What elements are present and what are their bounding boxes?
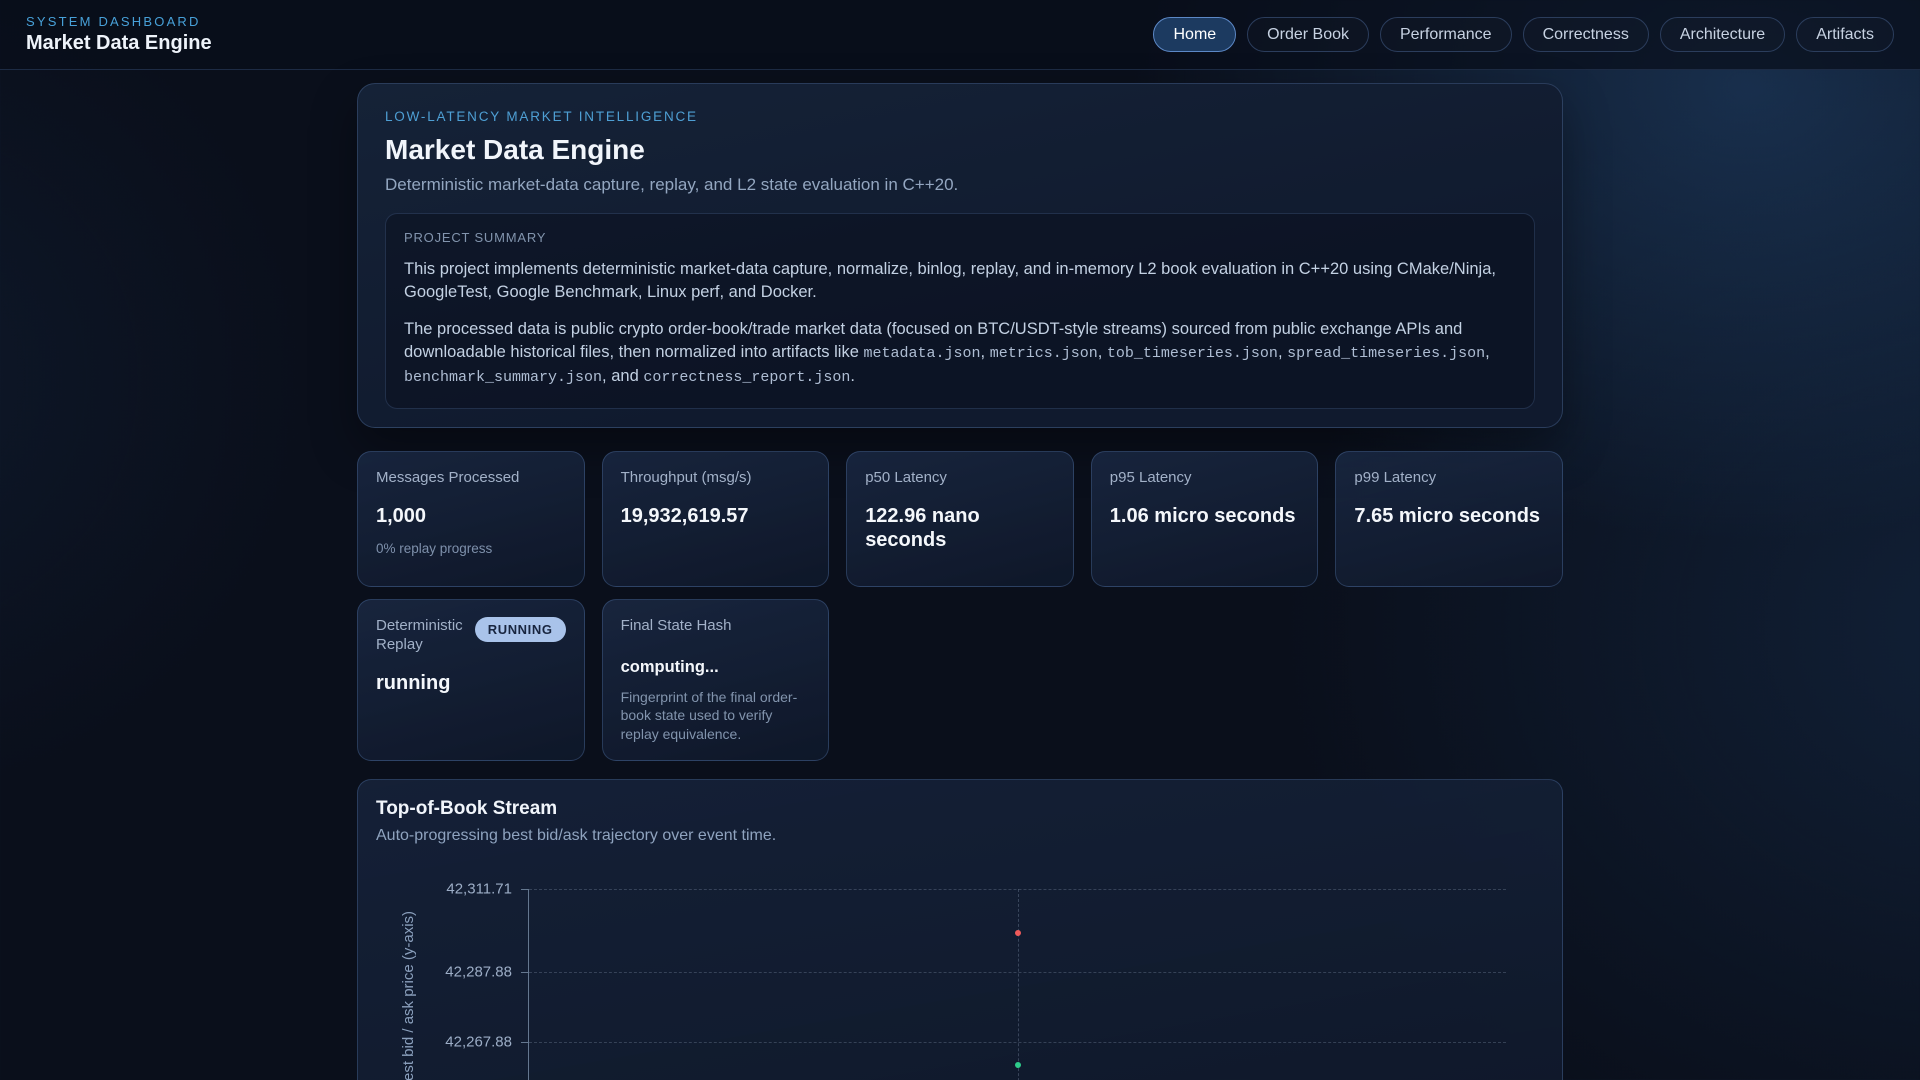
stats-row-2: Deterministic Replay RUNNING running Fin… xyxy=(357,599,1563,762)
page-title: Market Data Engine xyxy=(385,134,645,165)
stat-label: Deterministic Replay xyxy=(376,617,463,653)
summary-text: The processed data is public crypto orde… xyxy=(404,319,1463,362)
y-tick-label: 42,311.71 xyxy=(446,880,512,898)
stat-card-deterministic-replay: Deterministic Replay RUNNING running xyxy=(357,599,585,762)
main-content: LOW-LATENCY MARKET INTELLIGENCE Market D… xyxy=(357,83,1563,1080)
summary-text: , xyxy=(980,343,990,362)
brand: SYSTEM DASHBOARD Market Data Engine xyxy=(26,14,212,55)
stat-card-p95-latency: p95 Latency 1.06 micro seconds xyxy=(1090,451,1319,588)
stat-value: 1,000 xyxy=(376,504,427,527)
brand-eyebrow: SYSTEM DASHBOARD xyxy=(26,14,201,29)
y-tick-mark xyxy=(521,1041,529,1043)
y-tick-label: 42,287.88 xyxy=(445,963,512,981)
stat-card-p99-latency: p99 Latency 7.65 micro seconds xyxy=(1335,451,1563,588)
stat-description: Fingerprint of the final order-book stat… xyxy=(620,688,798,742)
summary-text: . xyxy=(850,366,855,385)
stat-card-messages-processed: Messages Processed 1,000 0% replay progr… xyxy=(357,451,585,588)
stat-subtext: 0% replay progress xyxy=(376,540,493,556)
stat-value: 7.65 micro seconds xyxy=(1354,504,1541,527)
summary-paragraph-2: The processed data is public crypto orde… xyxy=(404,318,1516,388)
y-gridline xyxy=(529,1041,1506,1043)
y-tick-label: 42,267.88 xyxy=(445,1033,512,1051)
stat-label: Throughput (msg/s) xyxy=(620,469,752,487)
data-point-ask[interactable] xyxy=(1014,929,1021,936)
project-summary-box: PROJECT SUMMARY This project implements … xyxy=(385,213,1535,410)
stat-value: running xyxy=(376,671,451,694)
stats-row-1: Messages Processed 1,000 0% replay progr… xyxy=(357,451,1563,588)
summary-text: , xyxy=(1097,343,1107,362)
stat-label: p95 Latency xyxy=(1109,469,1192,487)
chart-title: Top-of-Book Stream xyxy=(376,798,558,820)
summary-text: , xyxy=(1485,343,1490,362)
nav-tab-order-book[interactable]: Order Book xyxy=(1247,16,1369,53)
tob-stream-chart-card: Top-of-Book Stream Auto-progressing best… xyxy=(357,779,1563,1080)
artifact-filename: benchmark_summary.json xyxy=(404,368,603,386)
page-subtitle: Deterministic market-data capture, repla… xyxy=(385,175,959,194)
nav-tab-artifacts[interactable]: Artifacts xyxy=(1796,16,1894,53)
hero-eyebrow: LOW-LATENCY MARKET INTELLIGENCE xyxy=(385,109,698,124)
stat-card-throughput: Throughput (msg/s) 19,932,619.57 xyxy=(601,451,830,588)
stat-card-header: Deterministic Replay RUNNING xyxy=(376,617,566,655)
artifact-filename: spread_timeseries.json xyxy=(1287,345,1486,363)
x-gridline xyxy=(1017,889,1019,1080)
plot-area[interactable] xyxy=(521,889,1506,1080)
y-tick-mark xyxy=(521,971,529,973)
artifact-filename: tob_timeseries.json xyxy=(1106,345,1278,363)
nav-tab-architecture[interactable]: Architecture xyxy=(1659,16,1786,53)
chart-subtitle: Auto-progressing best bid/ask trajectory… xyxy=(376,827,777,845)
stat-value: 19,932,619.57 xyxy=(620,504,749,527)
stat-value: 122.96 nano seconds xyxy=(865,504,980,551)
y-gridline xyxy=(529,971,1506,973)
tob-chart: Best bid / ask price (y-axis) 42,311.71 4… xyxy=(376,859,1544,1080)
stat-label: p50 Latency xyxy=(865,469,947,487)
summary-text: , and xyxy=(602,366,644,385)
stat-card-p50-latency: p50 Latency 122.96 nano seconds xyxy=(846,451,1074,588)
artifact-filename: metrics.json xyxy=(989,345,1098,363)
summary-paragraph-1: This project implements deterministic ma… xyxy=(404,260,1496,302)
stat-label: Messages Processed xyxy=(376,469,520,487)
project-summary-label: PROJECT SUMMARY xyxy=(404,230,547,245)
artifact-filename: correctness_report.json xyxy=(643,368,851,386)
stat-card-final-state-hash: Final State Hash computing... Fingerprin… xyxy=(601,599,830,762)
data-point-bid[interactable] xyxy=(1014,1062,1021,1069)
stat-value: computing... xyxy=(620,657,719,676)
nav-tab-home[interactable]: Home xyxy=(1153,16,1237,53)
stat-label: p99 Latency xyxy=(1354,469,1437,487)
top-nav-bar: SYSTEM DASHBOARD Market Data Engine Home… xyxy=(0,0,1920,70)
nav-tab-performance[interactable]: Performance xyxy=(1379,16,1512,53)
status-badge: RUNNING xyxy=(474,617,566,643)
stat-value: 1.06 micro seconds xyxy=(1109,504,1296,527)
nav-tab-correctness[interactable]: Correctness xyxy=(1522,16,1649,53)
stat-label: Final State Hash xyxy=(620,617,732,635)
y-gridline xyxy=(529,889,1506,891)
summary-text: , xyxy=(1277,343,1288,362)
brand-title: Market Data Engine xyxy=(26,32,212,54)
y-tick-mark xyxy=(521,889,529,891)
hero-card: LOW-LATENCY MARKET INTELLIGENCE Market D… xyxy=(357,83,1563,429)
main-nav: Home Order Book Performance Correctness … xyxy=(1153,16,1894,53)
artifact-filename: metadata.json xyxy=(863,345,981,363)
